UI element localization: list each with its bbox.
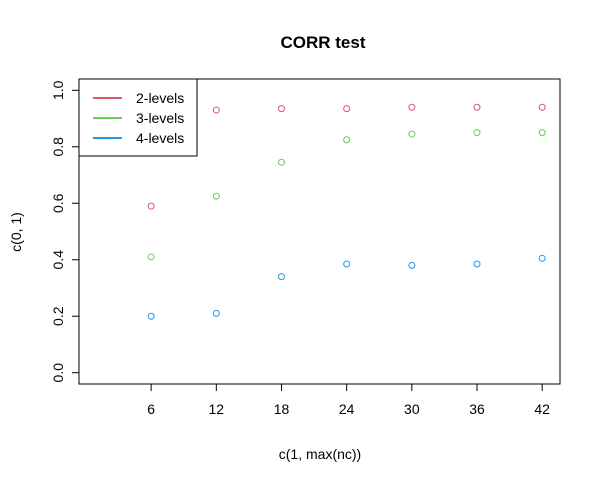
x-axis-label: c(1, max(nc)) [279,446,361,462]
legend-label: 2-levels [136,90,184,106]
y-tick-label: 0.0 [50,363,66,383]
data-point-3-levels [147,253,155,261]
data-point-3-levels [343,136,351,144]
data-point-3-levels [408,130,416,138]
data-point-2-levels [212,106,220,114]
data-point-2-levels [473,103,481,111]
data-point-3-levels [277,158,285,166]
data-point-3-levels [538,129,546,137]
y-tick-label: 0.4 [50,250,66,270]
x-tick-label: 30 [404,401,420,417]
x-tick-label: 42 [534,401,550,417]
x-tick-label: 24 [339,401,355,417]
x-axis: 6 12 18 24 30 36 42 [147,383,550,417]
data-point-2-levels [277,105,285,113]
y-axis: 0.0 0.2 0.4 0.6 0.8 1.0 [50,80,80,383]
data-point-3-levels [473,129,481,137]
data-points [147,103,546,320]
chart-title: CORR test [280,33,365,52]
x-tick-label: 6 [147,401,155,417]
legend-label: 3-levels [136,110,184,126]
data-point-4-levels [473,260,481,268]
y-tick-label: 0.8 [50,137,66,157]
y-tick-label: 0.2 [50,306,66,326]
data-point-4-levels [538,254,546,262]
data-point-3-levels [212,192,220,200]
data-point-2-levels [343,105,351,113]
y-axis-label: c(0, 1) [8,212,24,252]
legend: 2-levels 3-levels 4-levels [78,78,198,157]
data-point-4-levels [212,309,220,317]
data-point-2-levels [147,202,155,210]
x-tick-label: 12 [209,401,225,417]
x-tick-label: 18 [274,401,290,417]
data-point-4-levels [343,260,351,268]
data-point-4-levels [408,261,416,269]
x-tick-label: 36 [469,401,485,417]
y-tick-label: 0.6 [50,193,66,213]
data-point-2-levels [538,103,546,111]
data-point-4-levels [147,312,155,320]
data-point-4-levels [277,273,285,281]
y-tick-label: 1.0 [50,80,66,100]
data-point-2-levels [408,103,416,111]
legend-label: 4-levels [136,130,184,146]
